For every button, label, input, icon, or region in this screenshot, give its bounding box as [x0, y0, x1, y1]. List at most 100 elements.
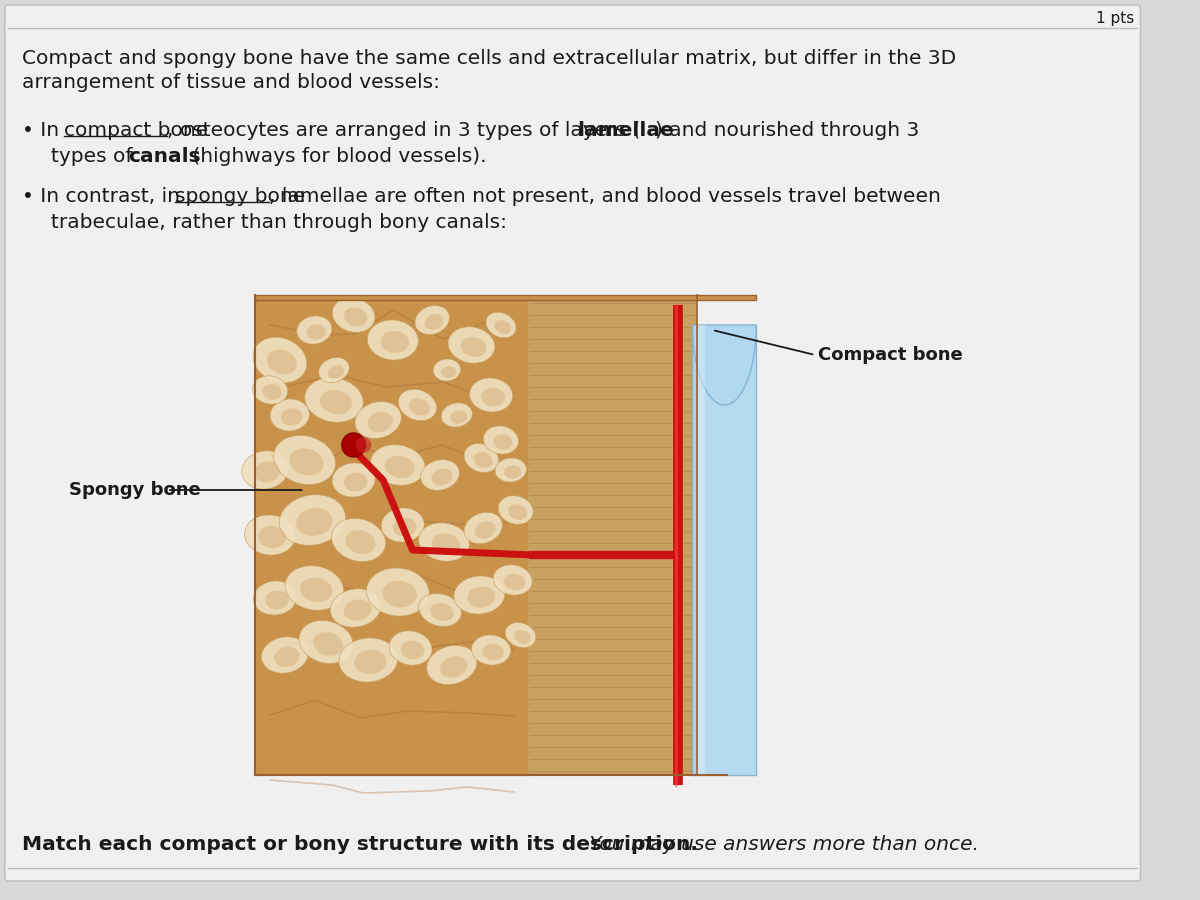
Ellipse shape — [472, 635, 511, 665]
Ellipse shape — [265, 590, 289, 609]
Ellipse shape — [385, 455, 415, 478]
Text: arrangement of tissue and blood vessels:: arrangement of tissue and blood vessels: — [22, 73, 439, 92]
Ellipse shape — [504, 465, 521, 479]
Ellipse shape — [493, 434, 512, 450]
Bar — [697, 325, 706, 775]
Ellipse shape — [354, 650, 386, 674]
Ellipse shape — [252, 376, 288, 404]
Ellipse shape — [504, 573, 526, 590]
Ellipse shape — [380, 331, 409, 353]
Ellipse shape — [389, 631, 432, 665]
Ellipse shape — [481, 388, 505, 407]
Ellipse shape — [371, 445, 425, 485]
Ellipse shape — [343, 472, 367, 491]
Ellipse shape — [253, 581, 296, 615]
Ellipse shape — [484, 426, 518, 454]
Ellipse shape — [344, 308, 367, 327]
Ellipse shape — [296, 316, 332, 344]
Ellipse shape — [432, 534, 460, 554]
Text: ) and nourished through 3: ) and nourished through 3 — [654, 121, 919, 140]
Text: , osteocytes are arranged in 3 types of layers (: , osteocytes are arranged in 3 types of … — [167, 121, 640, 140]
Ellipse shape — [274, 647, 300, 667]
Ellipse shape — [392, 518, 416, 536]
Ellipse shape — [274, 436, 336, 484]
Ellipse shape — [398, 390, 437, 420]
Ellipse shape — [474, 452, 493, 468]
Ellipse shape — [296, 508, 332, 536]
Text: (highways for blood vessels).: (highways for blood vessels). — [186, 147, 486, 166]
Ellipse shape — [330, 589, 380, 627]
Ellipse shape — [431, 469, 452, 485]
Bar — [692, 325, 756, 775]
Ellipse shape — [409, 399, 430, 416]
Ellipse shape — [258, 526, 286, 548]
Ellipse shape — [299, 620, 353, 663]
Ellipse shape — [346, 530, 376, 554]
Ellipse shape — [332, 298, 374, 332]
Ellipse shape — [320, 390, 352, 414]
Ellipse shape — [343, 599, 372, 621]
Ellipse shape — [338, 638, 397, 682]
Ellipse shape — [289, 448, 324, 475]
Text: Match each compact or bony structure with its description.: Match each compact or bony structure wit… — [22, 835, 697, 854]
Text: lamellae: lamellae — [577, 121, 674, 140]
Text: compact bone: compact bone — [65, 121, 209, 140]
Ellipse shape — [319, 357, 349, 382]
Text: • In contrast, in: • In contrast, in — [22, 186, 186, 205]
Ellipse shape — [469, 378, 512, 412]
Bar — [528, 295, 697, 775]
Text: Compact bone: Compact bone — [818, 346, 962, 364]
Ellipse shape — [464, 512, 503, 544]
Text: You may use answers more than once.: You may use answers more than once. — [583, 835, 979, 854]
Text: trabeculae, rather than through bony canals:: trabeculae, rather than through bony can… — [52, 212, 508, 231]
Ellipse shape — [425, 314, 444, 330]
Ellipse shape — [262, 637, 308, 673]
Text: types of: types of — [52, 147, 139, 166]
Ellipse shape — [454, 576, 505, 614]
Ellipse shape — [367, 320, 419, 360]
Ellipse shape — [300, 578, 332, 602]
Text: spongy bone: spongy bone — [175, 186, 306, 205]
Ellipse shape — [464, 444, 498, 472]
Ellipse shape — [268, 349, 296, 374]
Ellipse shape — [433, 359, 461, 381]
Polygon shape — [692, 325, 756, 405]
Ellipse shape — [421, 460, 460, 491]
Ellipse shape — [427, 645, 476, 685]
Ellipse shape — [482, 644, 504, 661]
Text: • In: • In — [22, 121, 65, 140]
Ellipse shape — [496, 458, 527, 482]
Ellipse shape — [442, 366, 456, 378]
Ellipse shape — [505, 623, 536, 647]
Circle shape — [355, 437, 371, 453]
Ellipse shape — [286, 566, 343, 610]
Ellipse shape — [448, 327, 494, 364]
Ellipse shape — [241, 451, 289, 490]
Ellipse shape — [281, 409, 302, 426]
Ellipse shape — [493, 565, 533, 595]
Ellipse shape — [419, 593, 461, 626]
Ellipse shape — [401, 641, 425, 660]
Text: 1 pts: 1 pts — [1097, 11, 1134, 25]
Ellipse shape — [498, 496, 533, 525]
Bar — [256, 295, 528, 775]
Ellipse shape — [355, 401, 401, 438]
Ellipse shape — [366, 568, 430, 616]
Circle shape — [342, 433, 365, 457]
Ellipse shape — [280, 495, 346, 545]
Ellipse shape — [254, 462, 280, 482]
Ellipse shape — [313, 632, 343, 656]
Ellipse shape — [382, 508, 425, 542]
Ellipse shape — [431, 603, 454, 621]
Ellipse shape — [442, 403, 473, 427]
Ellipse shape — [461, 337, 486, 357]
Polygon shape — [256, 295, 756, 300]
Text: Compact and spongy bone have the same cells and extracellular matrix, but differ: Compact and spongy bone have the same ce… — [22, 49, 956, 68]
Ellipse shape — [450, 410, 467, 424]
Ellipse shape — [332, 463, 376, 497]
Ellipse shape — [415, 305, 450, 335]
Ellipse shape — [367, 412, 392, 432]
Ellipse shape — [508, 504, 527, 520]
Ellipse shape — [514, 630, 530, 644]
Text: canals: canals — [128, 147, 200, 166]
